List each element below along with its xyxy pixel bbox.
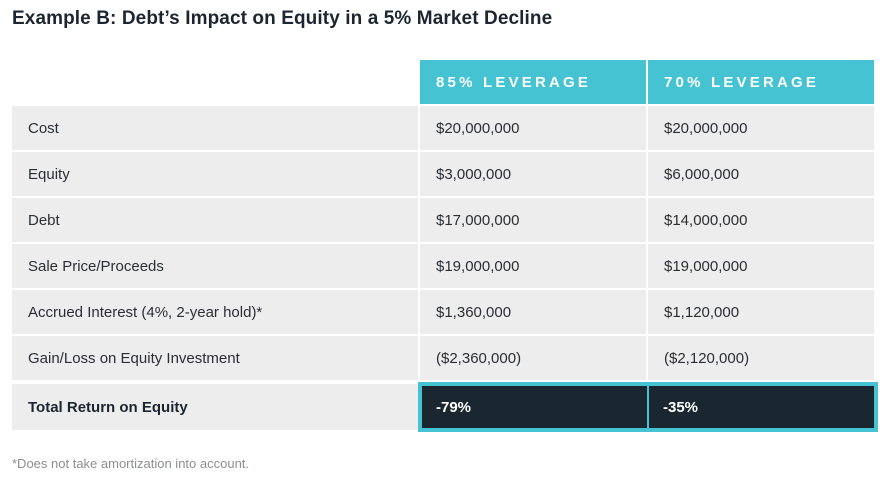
row-label: Accrued Interest (4%, 2-year hold)* (12, 290, 418, 334)
table-row: Equity $3,000,000 $6,000,000 (12, 152, 874, 196)
row-value-85: $17,000,000 (420, 198, 646, 242)
row-label: Cost (12, 106, 418, 150)
row-value-70: $1,120,000 (648, 290, 874, 334)
row-value-85: ($2,360,000) (420, 336, 646, 380)
total-value-70: -35% (649, 386, 874, 428)
table-row: Accrued Interest (4%, 2-year hold)* $1,3… (12, 290, 874, 334)
header-70-leverage: 70% LEVERAGE (648, 60, 874, 104)
table-body: Cost $20,000,000 $20,000,000 Equity $3,0… (12, 106, 874, 382)
table-header: 85% LEVERAGE 70% LEVERAGE (420, 60, 874, 104)
row-value-70: $19,000,000 (648, 244, 874, 288)
row-value-70: $14,000,000 (648, 198, 874, 242)
row-value-70: $6,000,000 (648, 152, 874, 196)
table-row: Debt $17,000,000 $14,000,000 (12, 198, 874, 242)
table-row: Sale Price/Proceeds $19,000,000 $19,000,… (12, 244, 874, 288)
row-label: Debt (12, 198, 418, 242)
table-row: Gain/Loss on Equity Investment ($2,360,0… (12, 336, 874, 380)
row-value-70: ($2,120,000) (648, 336, 874, 380)
row-label: Sale Price/Proceeds (12, 244, 418, 288)
page-title: Example B: Debt’s Impact on Equity in a … (12, 8, 553, 29)
total-row-label: Total Return on Equity (12, 384, 418, 430)
table-row: Cost $20,000,000 $20,000,000 (12, 106, 874, 150)
total-row-highlight: -79% -35% (418, 382, 878, 432)
total-value-85: -79% (422, 386, 647, 428)
row-label: Equity (12, 152, 418, 196)
row-value-70: $20,000,000 (648, 106, 874, 150)
row-value-85: $20,000,000 (420, 106, 646, 150)
footnote: *Does not take amortization into account… (12, 456, 250, 471)
row-label: Gain/Loss on Equity Investment (12, 336, 418, 380)
header-85-leverage: 85% LEVERAGE (420, 60, 646, 104)
row-value-85: $1,360,000 (420, 290, 646, 334)
row-value-85: $3,000,000 (420, 152, 646, 196)
row-value-85: $19,000,000 (420, 244, 646, 288)
